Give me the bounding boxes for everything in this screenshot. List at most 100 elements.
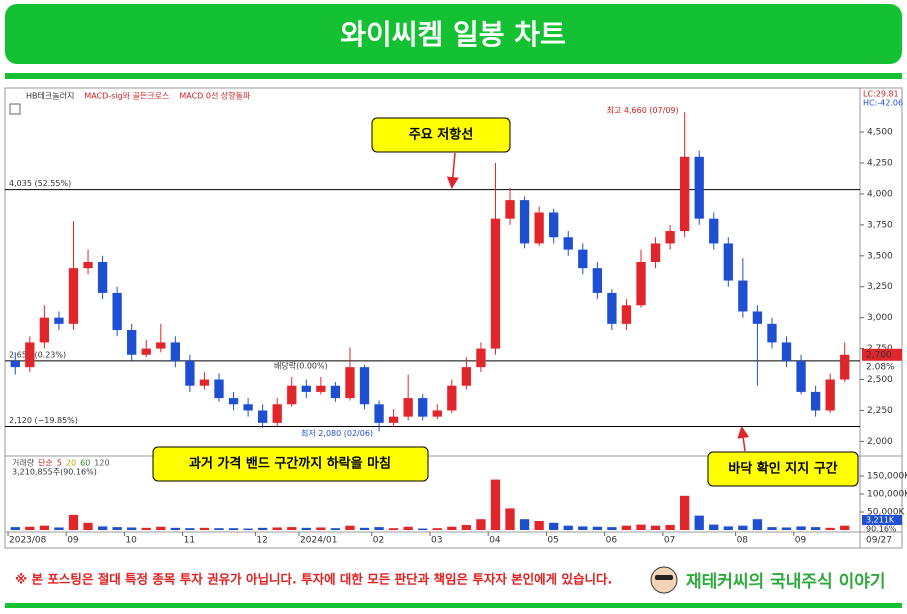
y-tick-label: 2,000 (867, 437, 893, 447)
volume-legend: 단순 (38, 458, 53, 468)
candle-body (10, 360, 20, 368)
volume-bar (39, 525, 50, 530)
y-tick-label: 150,000K (867, 472, 907, 482)
candle-body (374, 404, 384, 423)
candle-body (330, 385, 341, 399)
divider (5, 73, 902, 79)
volume-legend: 거래량 (12, 458, 35, 468)
page-title: 와이씨켐 일봉 차트 (340, 18, 566, 51)
callout: 과거 가격 밴드 구간까지 하락을 마침 (189, 456, 391, 472)
volume-pct: 90.16% (866, 525, 897, 534)
candle-body (228, 398, 239, 405)
annotation: 최고 4,660 (07/09) (607, 105, 679, 115)
candle-body (738, 280, 748, 312)
x-tick-label: 06 (606, 536, 618, 546)
callout: 바닥 확인 지지 구간 (728, 461, 837, 477)
y-tick-label: 4,000 (867, 189, 893, 199)
candle-body (185, 360, 195, 386)
candle-body (650, 243, 661, 262)
volume-bar (345, 525, 355, 530)
candle-body (607, 292, 617, 324)
candle-body (199, 379, 210, 386)
volume-bar (170, 527, 181, 530)
callout-box (371, 117, 511, 153)
icon (9, 103, 21, 115)
y-tick-label: 3,500 (867, 251, 893, 261)
price-tag-label: 2,700 (866, 350, 892, 360)
candle-body (68, 268, 79, 324)
volume-bar (519, 519, 530, 530)
volume-bar (505, 508, 515, 530)
volume-bar (694, 515, 704, 530)
x-tick-label: 2024/01 (300, 536, 337, 546)
annotation: 최저 2,080 (02/06) (301, 428, 373, 438)
divider (5, 603, 902, 608)
candle-body (156, 342, 166, 349)
volume-bar (330, 528, 341, 530)
candle-body (214, 379, 224, 399)
candle-body (709, 218, 719, 244)
volume-bar (301, 527, 311, 530)
corner-label: HC:-42.06 (863, 99, 903, 108)
price-tag (862, 348, 902, 361)
blog-name: 재테커씨의 국내주식 이야기 (686, 572, 886, 592)
volume-bar (418, 528, 428, 530)
candle-body (447, 385, 457, 411)
candle-body (752, 311, 763, 324)
candle-body (796, 360, 806, 392)
x-tick-label: 12 (256, 536, 267, 546)
volume-bar (796, 526, 806, 530)
candle-body (345, 367, 355, 399)
y-tick-label: 100,000K (867, 490, 907, 500)
y-tick-label: 4,500 (867, 128, 893, 138)
volume-bar (825, 527, 835, 530)
x-tick-label: 05 (547, 536, 558, 546)
candle-body (461, 367, 472, 386)
volume-bar (272, 527, 282, 530)
volume-bar (374, 527, 384, 530)
volume-bar (840, 525, 850, 530)
candle-body (83, 261, 93, 269)
volume-tag-label: 3,211K (866, 516, 895, 525)
x-tick-label: 08 (737, 536, 749, 546)
volume-bar (316, 527, 326, 530)
volume-bar (738, 525, 748, 530)
volume-bar (359, 527, 370, 530)
volume-legend: 5 (57, 459, 62, 468)
candle-body (621, 305, 632, 324)
candle-body (505, 200, 515, 219)
reference-label: 2,651 (0.23%) (9, 350, 66, 359)
callout-box (707, 451, 859, 487)
candle-body (636, 261, 646, 306)
volume-bar (112, 527, 122, 530)
candle-body (476, 348, 486, 368)
volume-tag (862, 515, 902, 525)
x-tick-label: 04 (489, 536, 501, 546)
candle-body (127, 330, 137, 355)
disclaimer: ※ 본 포스팅은 절대 특정 종목 투자 권유가 아닙니다. 투자에 대한 모든… (15, 572, 612, 587)
y-tick-label: 3,750 (867, 220, 893, 230)
volume-bar (476, 519, 486, 530)
candle-body (97, 261, 108, 293)
callout-box (152, 446, 429, 482)
candle-body (316, 385, 326, 392)
volume-bar (447, 526, 457, 530)
volume-bar (156, 526, 166, 530)
candle-body (840, 354, 850, 380)
candle-body (418, 398, 428, 417)
x-tick-label: 09 (795, 536, 807, 546)
reference-label: 2,120 (−19.85%) (9, 416, 78, 425)
volume-legend: 60 (80, 459, 90, 468)
y-tick-label: 3,250 (867, 282, 893, 292)
candle-body (287, 385, 297, 405)
x-tick-label: 10 (125, 536, 137, 546)
y-tick-label: 2,500 (867, 375, 893, 385)
y-tick-label: 3,000 (867, 313, 893, 323)
y-tick-label: 4,250 (867, 159, 893, 169)
title-banner (5, 4, 902, 64)
volume-bar (607, 527, 617, 530)
y-tick-label: 2,250 (867, 406, 893, 416)
x-tick-label: 2023/08 (9, 536, 47, 546)
candle-body (359, 367, 370, 405)
volume-bar (388, 528, 399, 530)
